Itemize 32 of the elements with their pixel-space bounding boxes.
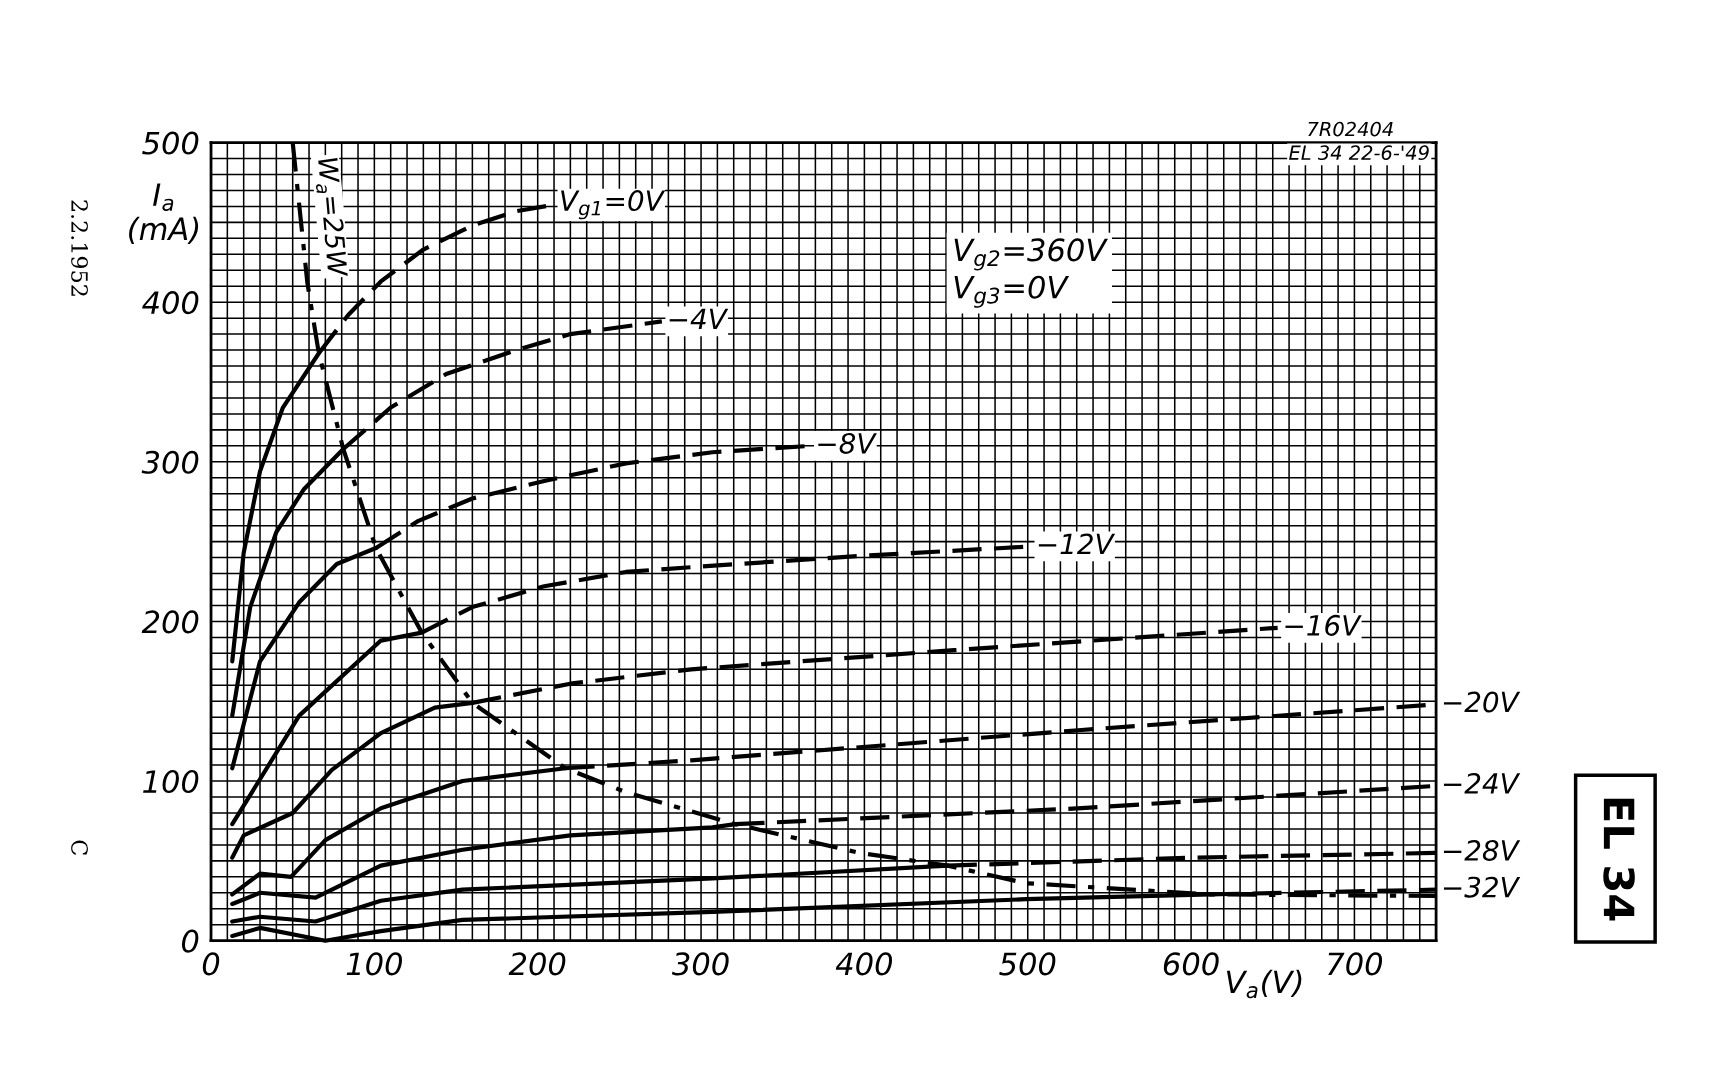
y-tick-label: 100 — [143, 769, 199, 794]
annotation: EL 34 22-6-'49 — [1289, 145, 1429, 161]
series-label: −4V — [669, 308, 729, 329]
x-tick-label: 500 — [999, 952, 1056, 976]
x-tick-label: 0 — [202, 952, 220, 976]
y-tick-label: 500 — [142, 131, 199, 155]
y-tick-label: 300 — [141, 450, 199, 474]
series-label: −16V — [1285, 614, 1362, 636]
series-label: −28V — [1443, 839, 1521, 861]
x-tick-label: 400 — [835, 952, 893, 976]
text: W$_{a}$=25W — [313, 157, 349, 278]
x-axis-title: V$_{a}$(V) — [1226, 969, 1302, 999]
text: 2.2.1952 — [71, 200, 88, 296]
y-tick-label: 200 — [141, 610, 199, 634]
series-label: −24V — [1443, 772, 1521, 794]
x-tick-label: 300 — [671, 952, 729, 976]
text: 7R02404 — [1308, 121, 1393, 137]
annotation: V$_{g2}$=360V V$_{g3}$=0V — [954, 238, 1108, 308]
text: C — [71, 840, 88, 855]
series-label: V$_{g1}$=0V — [561, 190, 666, 220]
y-tick-label: 400 — [142, 291, 199, 315]
y-axis-title: I$_{a}$ (mA) — [129, 183, 199, 244]
series-label: −12V — [1038, 533, 1116, 555]
x-tick-label: 600 — [1163, 952, 1219, 976]
series-label: −20V — [1443, 691, 1521, 713]
x-tick-label: 100 — [346, 952, 402, 976]
series-label: −8V — [818, 432, 877, 454]
x-tick-label: 700 — [1328, 952, 1383, 976]
text: EL 34 — [1603, 798, 1635, 921]
x-tick-label: 200 — [508, 952, 566, 976]
y-tick-label: 0 — [181, 929, 199, 953]
series-label: −32V — [1443, 876, 1521, 898]
